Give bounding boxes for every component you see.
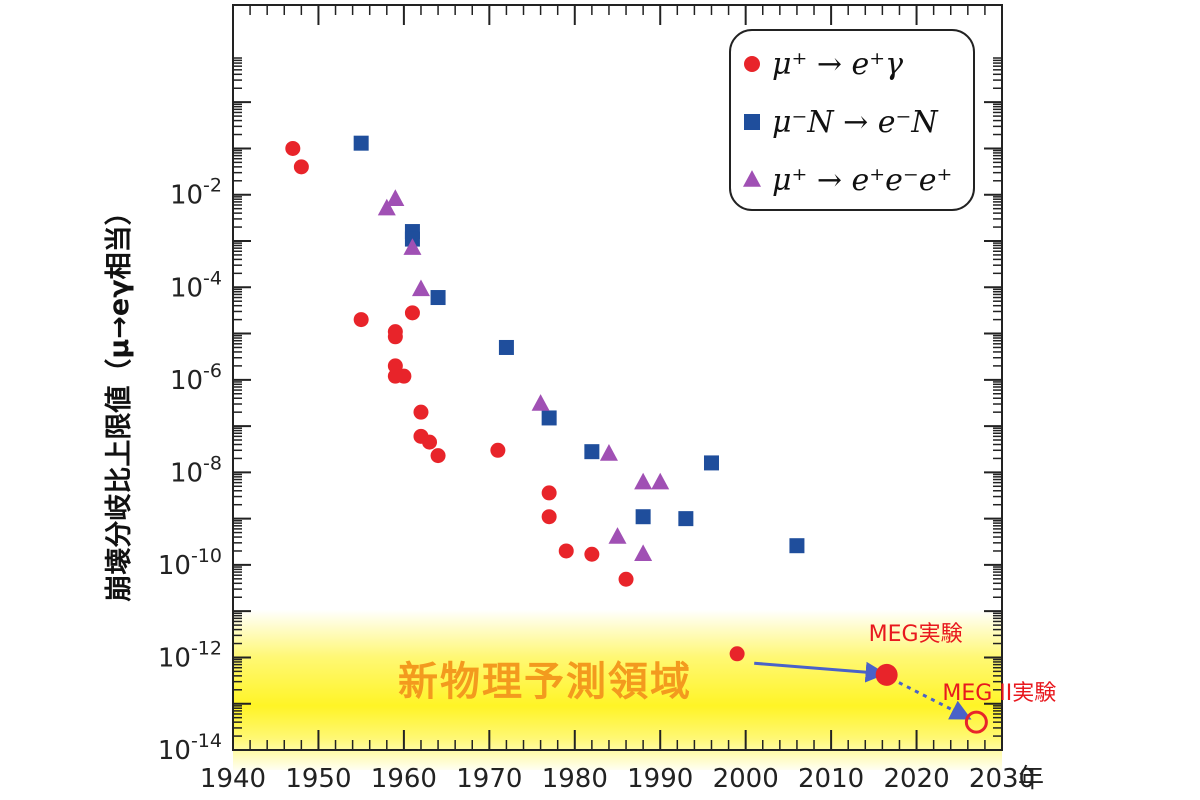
- mu-n-e-n-point: [541, 410, 557, 426]
- mu-e-gamma-point: [541, 485, 557, 501]
- meg-projection-arrow: [754, 661, 887, 683]
- x-tick-label: 1940: [200, 764, 266, 794]
- x-axis-unit-label: 年: [1018, 764, 1044, 794]
- y-tick-exponent: -14: [191, 730, 222, 752]
- data-points: [285, 135, 805, 662]
- y-axis-label: 崩壊分岐比上限値（μ→eγ相当）: [104, 198, 135, 601]
- mu-n-e-n-point: [678, 511, 694, 527]
- x-axis-tick-labels: 1940 1950 1960 1970 1980 1990 2000 2010 2020 2030: [200, 764, 1035, 794]
- y-tick-base: 10: [170, 273, 203, 303]
- mu-n-e-n-point: [430, 290, 446, 306]
- y-tick-base: 10: [158, 736, 191, 766]
- meg-label: MEG実験: [869, 622, 963, 647]
- mu-e-gamma-point: [413, 404, 429, 420]
- y-tick-label: 10-8: [170, 452, 222, 488]
- mu-n-e-n-point: [584, 444, 600, 460]
- plot-frame: [232, 4, 1003, 751]
- mu-e-gamma-point: [353, 312, 369, 328]
- x-tick-label: 2020: [883, 764, 949, 794]
- y-tick-exponent: -10: [191, 545, 222, 567]
- y-tick-base: 10: [158, 551, 191, 581]
- mu-e-gamma-point: [422, 434, 438, 450]
- mu-e-gamma-point: [584, 546, 600, 562]
- x-tick-label: 1990: [627, 764, 693, 794]
- mu-n-e-n-point: [353, 135, 369, 151]
- mu-e-gamma-point: [541, 509, 557, 525]
- x-tick-label: 1950: [285, 764, 351, 794]
- new-physics-region: [233, 609, 1002, 770]
- y-tick-label: 10-6: [170, 360, 222, 396]
- x-tick-label: 1960: [371, 764, 437, 794]
- y-tick-label: 10-2: [170, 175, 222, 211]
- legend-marker-triangle: [743, 170, 761, 187]
- y-tick-exponent: -4: [203, 267, 222, 289]
- legend-box: [729, 29, 975, 211]
- mu-n-e-n-point: [498, 339, 514, 355]
- y-tick-base: 10: [170, 366, 203, 396]
- meg2-label: MEG II実験: [942, 681, 1056, 706]
- y-tick-label: 10-12: [158, 637, 222, 673]
- y-tick-label: 10-4: [170, 267, 222, 303]
- y-tick-label: 10-10: [158, 545, 222, 581]
- mu-eee-point: [608, 527, 627, 544]
- mu-eee-point: [599, 444, 618, 461]
- mu-eee-point: [651, 472, 670, 490]
- arrows: [754, 661, 972, 720]
- meg2-target-marker: [964, 710, 988, 734]
- mu-e-gamma-point: [729, 646, 745, 662]
- y-tick-base: 10: [170, 181, 203, 211]
- x-tick-label: 2010: [798, 764, 864, 794]
- annotations: MEG実験 MEG II実験: [869, 622, 1056, 734]
- x-tick-label: 2000: [713, 764, 779, 794]
- meg-result-marker: [875, 663, 898, 686]
- mu-eee-point: [403, 238, 422, 255]
- mu-e-gamma-point: [490, 442, 506, 458]
- legend-marker-circle: [744, 56, 760, 72]
- mu-n-e-n-point: [789, 538, 805, 554]
- legend-label: μ⁺ → e⁺γ: [772, 47, 903, 82]
- mu-e-gamma-point: [430, 448, 446, 464]
- y-tick-exponent: -2: [203, 175, 222, 197]
- legend-label: μ⁺ → e⁺e⁻e⁺: [772, 163, 952, 198]
- y-tick-label: 10-14: [158, 730, 222, 766]
- mu-e-gamma-point: [387, 329, 403, 345]
- mu-e-gamma-point: [293, 159, 309, 175]
- y-tick-exponent: -8: [203, 452, 222, 474]
- mu-eee-point: [377, 198, 396, 216]
- axis-ticks: [232, 5, 1003, 751]
- mu-e-gamma-point: [404, 305, 420, 321]
- x-tick-label: 1980: [542, 764, 608, 794]
- x-tick-label: 2030: [969, 764, 1035, 794]
- mu-e-gamma-point: [396, 368, 412, 384]
- mu-eee-point: [386, 189, 405, 206]
- y-tick-base: 10: [170, 458, 203, 488]
- mu-n-e-n-point: [703, 455, 719, 471]
- legend-marker-square: [744, 114, 760, 130]
- mu-e-gamma-point: [285, 140, 301, 156]
- mu-eee-point: [531, 394, 550, 411]
- y-tick-exponent: -12: [191, 637, 222, 659]
- mu-eee-point: [634, 544, 653, 561]
- mu-n-e-n-point: [635, 509, 651, 525]
- new-physics-region-label: 新物理予測領域: [398, 659, 692, 705]
- mu-e-gamma-point: [387, 358, 403, 374]
- legend-label: μ⁻N → e⁻N: [772, 105, 939, 140]
- mu-eee-point: [634, 472, 653, 490]
- y-tick-exponent: -6: [203, 360, 222, 382]
- legend: μ⁺ → e⁺γ μ⁻N → e⁻N μ⁺ → e⁺e⁻e⁺: [729, 29, 975, 211]
- x-tick-label: 1970: [456, 764, 522, 794]
- mu-eee-point: [411, 279, 430, 297]
- y-tick-base: 10: [158, 643, 191, 673]
- mu-e-gamma-point: [558, 543, 574, 559]
- mu-e-gamma-point: [618, 571, 634, 587]
